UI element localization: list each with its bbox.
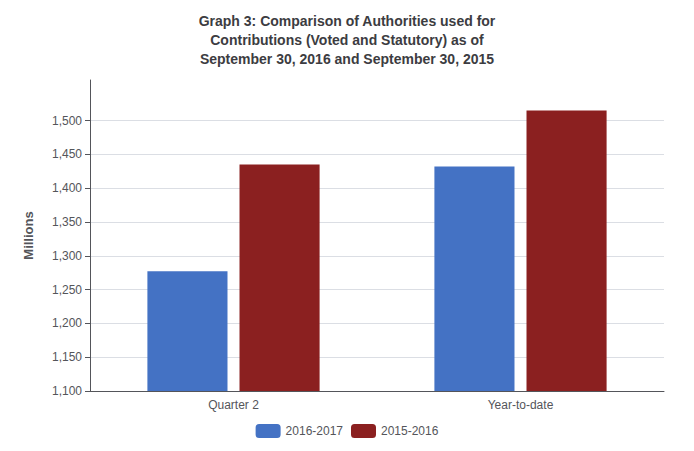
svg-text:2015-2016: 2015-2016: [381, 424, 439, 438]
svg-text:1,150: 1,150: [52, 350, 82, 364]
svg-text:1,500: 1,500: [52, 114, 82, 128]
svg-text:1,350: 1,350: [52, 215, 82, 229]
svg-text:1,100: 1,100: [52, 384, 82, 398]
svg-text:1,400: 1,400: [52, 181, 82, 195]
svg-text:1,450: 1,450: [52, 147, 82, 161]
svg-text:Graph 3: Comparison of Authori: Graph 3: Comparison of Authorities used …: [199, 13, 496, 29]
svg-text:Year-to-date: Year-to-date: [488, 398, 554, 412]
svg-text:1,200: 1,200: [52, 316, 82, 330]
svg-text:1,300: 1,300: [52, 249, 82, 263]
svg-text:Contributions (Voted and Statu: Contributions (Voted and Statutory) as o…: [210, 32, 484, 48]
svg-text:1,250: 1,250: [52, 283, 82, 297]
svg-text:September 30, 2016 and Septemb: September 30, 2016 and September 30, 201…: [200, 51, 494, 67]
svg-text:Millions: Millions: [21, 211, 36, 259]
svg-text:2016-2017: 2016-2017: [286, 424, 344, 438]
svg-text:Quarter 2: Quarter 2: [208, 398, 259, 412]
